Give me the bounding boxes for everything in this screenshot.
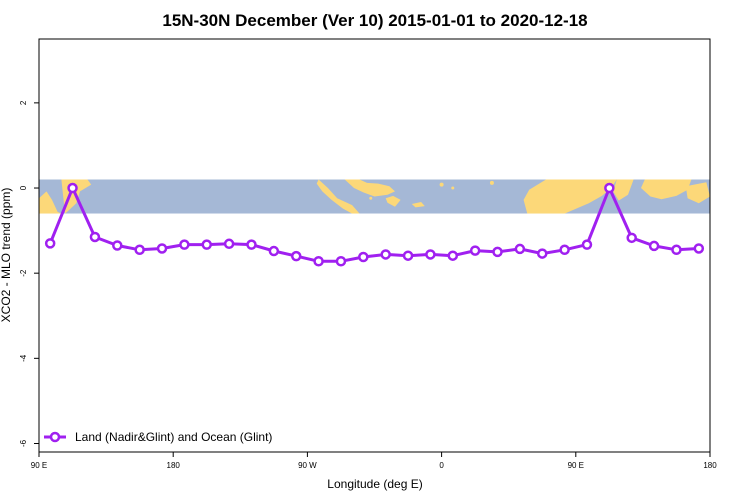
data-point [581, 239, 593, 250]
x-axis-label: Longitude (deg E) [327, 477, 422, 491]
data-point [358, 251, 369, 263]
data-point [246, 239, 257, 250]
x-axis: 90 E 180 90 W 0 90 E 180 [31, 452, 717, 470]
legend: Land (Nadir&Glint) and Ocean (Glint) [44, 430, 272, 444]
data-point [380, 249, 391, 260]
data-point [537, 248, 548, 259]
y-axis: 2 0 -2 -4 -6 [19, 100, 39, 447]
land-shape [385, 195, 401, 207]
data-point [67, 182, 78, 194]
map-band [39, 179, 710, 214]
y-tick-label: -2 [19, 269, 28, 277]
data-point [201, 239, 212, 250]
y-tick-label: 0 [19, 185, 28, 190]
data-point [648, 240, 660, 252]
y-axis-label: XCO2 - MLO trend (ppm) [0, 188, 13, 323]
land-shape [641, 179, 692, 200]
data-point [268, 245, 280, 257]
land-shape [523, 179, 617, 214]
x-tick-label: 90 E [568, 461, 584, 470]
legend-marker [49, 431, 61, 443]
data-point [469, 245, 481, 256]
data-point [604, 182, 615, 194]
land-shape [411, 202, 425, 208]
series-layer [44, 182, 705, 267]
data-point [44, 238, 56, 249]
data-point [89, 231, 101, 243]
data-point [626, 232, 637, 244]
data-point [559, 244, 570, 256]
data-point [402, 250, 414, 261]
land-shape [39, 191, 62, 214]
data-point [223, 238, 235, 250]
land-shape [613, 179, 634, 201]
data-point [179, 239, 190, 250]
land-island [369, 196, 373, 200]
data-point [425, 249, 436, 260]
data-point [313, 256, 324, 267]
y-tick-label: 2 [19, 100, 28, 105]
land-shape [685, 182, 710, 204]
data-point [447, 250, 459, 261]
data-point [335, 256, 347, 267]
data-point [671, 244, 682, 256]
y-tick-label: -6 [19, 439, 28, 447]
chart-title: 15N-30N December (Ver 10) 2015-01-01 to … [162, 11, 587, 30]
data-point [492, 246, 503, 258]
plot-frame [38, 38, 711, 453]
data-point [112, 240, 123, 251]
land-island [451, 186, 455, 190]
x-tick-label: 90 E [31, 461, 47, 470]
land-shape [344, 179, 395, 197]
data-point [290, 250, 302, 262]
x-tick-label: 90 W [298, 461, 317, 470]
land-island [439, 182, 444, 187]
data-point [156, 243, 168, 254]
x-tick-label: 0 [439, 461, 444, 470]
x-tick-label: 180 [703, 461, 717, 470]
data-point [134, 244, 145, 256]
y-tick-label: -4 [19, 354, 28, 362]
x-tick-label: 180 [167, 461, 181, 470]
legend-label: Land (Nadir&Glint) and Ocean (Glint) [75, 430, 272, 444]
data-point [514, 243, 526, 255]
land-island [489, 180, 494, 185]
data-point [693, 243, 705, 254]
land-shape [316, 179, 360, 214]
